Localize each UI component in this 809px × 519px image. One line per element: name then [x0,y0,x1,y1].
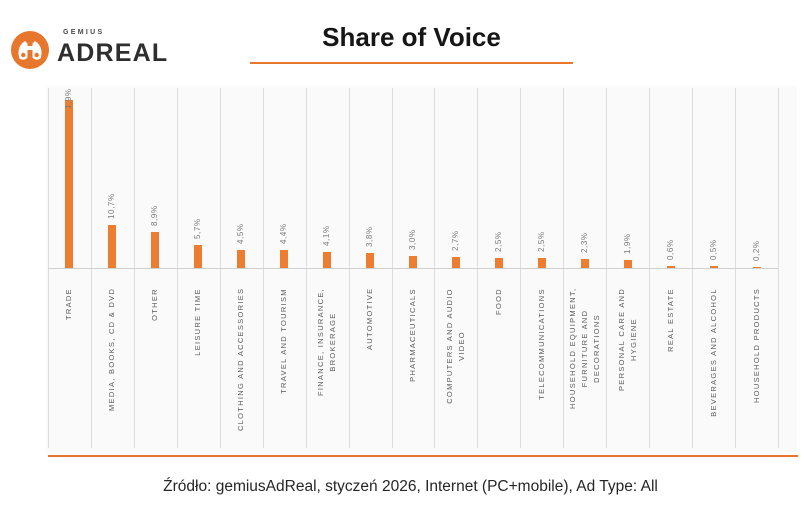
bar [494,258,503,268]
category-label: OTHER [150,288,160,321]
logo-small-text: GEMIUS [63,29,105,36]
bar [537,258,546,268]
bar [280,250,289,268]
data-label: 2,5% [493,231,503,252]
x-axis-line [48,268,778,269]
data-label: 2,7% [450,230,460,252]
data-label: 2,3% [579,232,589,253]
data-label: 3,8% [365,226,375,247]
bar [709,266,718,268]
data-label: 1,9% [64,88,74,109]
bar [108,225,117,268]
bar [237,250,246,268]
logo-brand-text: ADREAL [57,39,169,67]
category-label: TRAVEL AND TOURISM [279,288,289,394]
category-label: MEDIA, BOOKS, CD & DVD [107,287,117,411]
category-label: TRADE [64,288,74,320]
bar [666,265,675,268]
bar [366,252,375,268]
bar [65,100,74,268]
bar [151,232,160,268]
bar [451,257,460,268]
category-label: AUTOMOTIVE [365,287,375,350]
bar [580,258,589,268]
footer-divider [48,455,798,457]
gridline [778,88,779,448]
bar [409,256,417,268]
category-label: REAL ESTATE [665,288,675,352]
data-label: 8,9% [150,205,160,227]
category-label: FOOD [493,288,503,315]
data-label: 4,5% [236,223,246,244]
binoculars-icon [11,31,49,69]
category-label: HOUSEHOLD PRODUCTS [751,287,761,403]
data-label: 3,0% [408,229,417,250]
data-label: 10,7% [107,193,117,220]
title-underline [250,62,573,64]
category-label: FINANCE, INSURANCE, BROKERAGE [316,287,338,396]
category-label: TELECOMMUNICATIONS [536,288,546,400]
chart-background [46,86,797,452]
category-label: CLOTHING AND ACCESSORIES [236,287,246,431]
data-label: 0,2% [751,240,761,262]
category-label: PERSONAL CARE AND HYGIENE [616,287,638,391]
category-label: HOUSEHOLD EQUIPMENT, FURNITURE AND DECOR… [567,287,601,409]
category-label: LEISURE TIME [193,288,203,356]
bar [623,260,632,268]
category-label: BEVERAGES AND ALCOHOL [708,288,718,417]
data-label: 2,5% [536,231,546,252]
data-label: 0,5% [708,239,718,260]
data-label: 0,6% [665,238,675,260]
data-label: 4,4% [279,223,289,245]
category-label: PHARMACEUTICALS [408,288,417,382]
source-note: Źródło: gemiusAdReal, styczeń 2026, Inte… [163,478,658,495]
data-label: 1,9% [622,233,632,255]
bar [752,267,761,268]
data-label: 4,1% [322,224,332,246]
category-label: COMPUTERS AND AUDIO VIDEO [444,288,466,404]
bar [323,251,332,268]
data-label: 5,7% [193,218,203,240]
page-title: Share of Voice [322,22,501,52]
bar [194,245,203,268]
